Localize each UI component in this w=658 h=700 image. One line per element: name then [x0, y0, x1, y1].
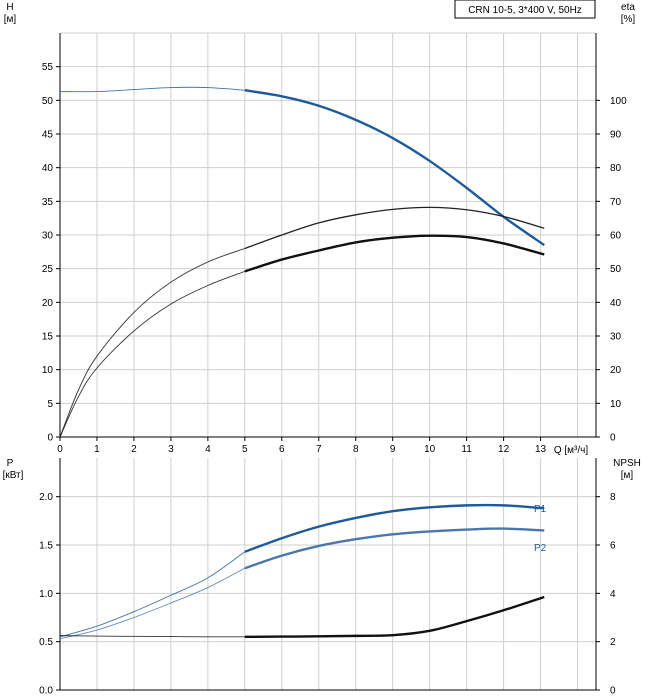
x-tick-label: 10: [424, 444, 436, 455]
x-tick-label: 8: [353, 444, 359, 455]
left-tick-label: 0.5: [39, 637, 53, 648]
right-tick-label: 90: [610, 130, 622, 141]
left-tick-label: 2.0: [39, 492, 53, 503]
p-axis-unit: [кВт]: [3, 470, 24, 481]
left-tick-label: 10: [42, 365, 54, 376]
x-tick-label: 12: [498, 444, 510, 455]
left-tick-label: 15: [42, 332, 54, 343]
right-tick-label: 70: [610, 197, 622, 208]
x-tick-label: 5: [242, 444, 248, 455]
series-eta-thick-thin: [59, 270, 245, 438]
title-box: [454, 0, 596, 19]
h-axis-name: H: [6, 2, 13, 13]
series-eta-thick: [244, 234, 545, 273]
right-tick-label: 4: [610, 589, 616, 600]
right-tick-label: 2: [610, 637, 616, 648]
right-tick-label: 30: [610, 332, 622, 343]
p2-series-label: P2: [534, 543, 547, 554]
x-tick-label: 7: [316, 444, 322, 455]
grid-layer: [59, 32, 596, 691]
x-tick-label: 1: [94, 444, 100, 455]
series-H-thin: [59, 86, 245, 93]
series-P1: [244, 503, 545, 553]
right-tick-label: 50: [610, 264, 622, 275]
series-P2-thin: [59, 567, 246, 640]
right-tick-label: 80: [610, 163, 622, 174]
left-tick-label: 5: [47, 399, 53, 410]
right-tick-label: 8: [610, 492, 616, 503]
x-tick-label: 0: [57, 444, 63, 455]
p-axis-name: P: [7, 458, 14, 469]
left-tick-label: 55: [42, 62, 54, 73]
x-tick-label: 4: [205, 444, 211, 455]
series-layer: [59, 86, 545, 640]
eta-axis-unit: [%]: [621, 14, 636, 25]
npsh-axis-unit: [м]: [621, 470, 634, 481]
series-NPSH-thin: [59, 635, 245, 638]
series-NPSH: [244, 595, 545, 639]
right-tick-label: 0: [610, 433, 616, 444]
series-eta-thin-thin: [59, 247, 245, 438]
h-axis-unit: [м]: [4, 14, 17, 25]
right-tick-label: 20: [610, 365, 622, 376]
right-tick-label: 0: [610, 686, 616, 697]
left-tick-label: 1.0: [39, 589, 53, 600]
axis-layer: [56, 33, 600, 691]
left-tick-label: 0: [47, 433, 53, 444]
eta-axis-name: eta: [621, 2, 635, 13]
right-tick-label: 6: [610, 541, 616, 552]
x-tick-label: 11: [461, 444, 472, 455]
left-tick-label: 0.0: [39, 686, 53, 697]
left-tick-label: 25: [42, 264, 54, 275]
chart-title: CRN 10-5, 3*400 V, 50Hz: [468, 5, 582, 16]
x-tick-label: 6: [279, 444, 285, 455]
p1-series-label: P1: [534, 504, 547, 515]
left-tick-label: 1.5: [39, 541, 53, 552]
left-tick-label: 20: [42, 298, 54, 309]
x-tick-label: 3: [168, 444, 174, 455]
series-P1-thin: [59, 551, 246, 638]
right-tick-label: 100: [610, 96, 627, 107]
npsh-axis-name: NPSH: [613, 458, 641, 469]
right-tick-label: 60: [610, 231, 622, 242]
x-tick-label: 9: [390, 444, 396, 455]
right-tick-label: 10: [610, 399, 622, 410]
left-tick-label: 30: [42, 231, 54, 242]
left-tick-label: 45: [42, 130, 54, 141]
series-eta-thin: [244, 206, 545, 250]
q-axis-label: Q [м³/ч]: [554, 445, 589, 456]
series-P2: [244, 527, 545, 570]
x-tick-label: 2: [131, 444, 137, 455]
label-layer: 0510152025303540455055010203040506070809…: [39, 62, 627, 696]
left-tick-label: 35: [42, 197, 54, 208]
right-tick-label: 40: [610, 298, 622, 309]
left-tick-label: 50: [42, 96, 54, 107]
x-tick-label: 13: [535, 444, 547, 455]
left-tick-label: 40: [42, 163, 54, 174]
series-H: [244, 89, 545, 247]
